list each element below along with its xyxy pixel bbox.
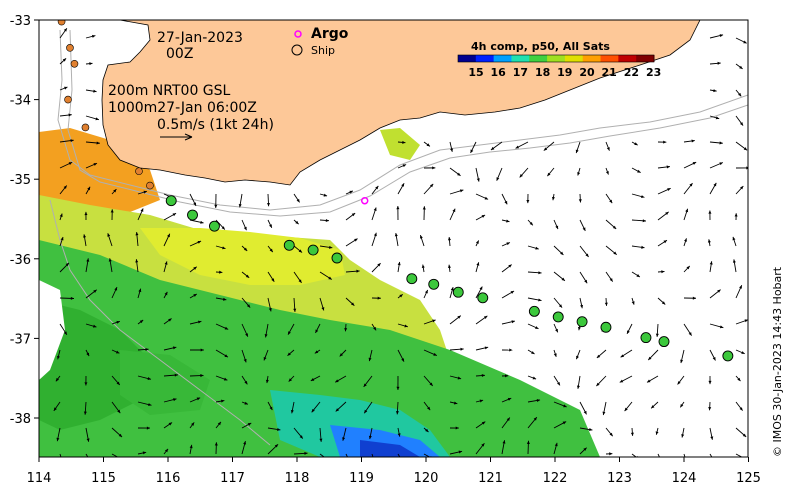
x-tick-label: 117: [220, 471, 245, 486]
colorbar-tick: 20: [579, 66, 595, 79]
ship-track: [57, 20, 734, 362]
x-tick-label: 114: [27, 471, 52, 486]
ship-marker: [528, 305, 540, 317]
ship-marker: [552, 311, 564, 323]
colorbar-segment: [475, 55, 495, 62]
colorbar-segment: [564, 55, 584, 62]
scale-arrow: [160, 133, 193, 141]
colorbar-segment: [458, 55, 477, 62]
sst-field: [39, 128, 600, 457]
coastal-ship-marker: [57, 20, 66, 26]
y-tick-label: -34: [10, 94, 31, 109]
argo-legend-label: Argo: [311, 26, 349, 42]
current-info-line2: 1000m27-Jan 06:00Z: [108, 100, 257, 116]
coastal-ship-marker: [70, 59, 79, 68]
ship-legend-label: Ship: [311, 44, 335, 57]
x-tick-label: 118: [285, 471, 310, 486]
marker-legend: Argo Ship: [291, 26, 349, 57]
x-tick-label: 119: [349, 471, 374, 486]
map-date: 27-Jan-2023: [157, 30, 243, 46]
colorbar-segment: [493, 55, 512, 62]
ship-marker: [452, 286, 464, 298]
credit-text: © IMOS 30-Jan-2023 14:43 Hobart: [771, 266, 784, 457]
bathymetry-contours: [49, 29, 748, 446]
x-tick-label: 120: [414, 471, 439, 486]
coastal-ship-marker: [81, 123, 90, 132]
ship-marker: [722, 350, 734, 362]
colorbar-segment: [511, 55, 530, 62]
colorbar-tick: 16: [491, 66, 507, 79]
x-tick-label: 122: [543, 471, 568, 486]
y-tick-label: -38: [10, 412, 31, 427]
current-vectors: [53, 27, 748, 457]
ship-marker: [406, 273, 418, 285]
x-tick-label: 115: [91, 471, 116, 486]
colorbar-segment: [618, 55, 637, 62]
ship-marker: [307, 244, 319, 256]
plot-frame: [38, 19, 749, 458]
coastal-ship-marker: [64, 95, 72, 104]
ship-marker: [187, 209, 198, 221]
ship-marker: [658, 336, 670, 348]
colorbar-tick: 23: [646, 66, 661, 79]
y-tick-label: -33: [10, 14, 31, 29]
map-time: 00Z: [166, 46, 193, 62]
colorbar-segment: [529, 55, 548, 62]
x-tick-label: 124: [672, 471, 697, 486]
colorbar-segment: [600, 55, 619, 62]
x-tick-label: 123: [607, 471, 632, 486]
ship-marker: [208, 220, 220, 232]
colorbar-title: 4h comp, p50, All Sats: [471, 40, 610, 53]
colorbar-tick: 18: [535, 66, 550, 79]
y-tick-label: -36: [10, 253, 31, 268]
ship-marker: [331, 252, 343, 264]
colorbar-tick: 21: [602, 66, 617, 79]
plot-content: [39, 20, 748, 457]
colorbar-segment: [636, 55, 655, 62]
y-tick-label: -35: [10, 173, 31, 188]
y-tick-label: -37: [10, 332, 31, 347]
colorbar-segment: [582, 55, 602, 62]
ship-marker: [477, 292, 489, 304]
colorbar-tick: 22: [624, 66, 639, 79]
ship-marker: [600, 321, 612, 333]
colorbar-tick: 17: [513, 66, 528, 79]
ship-marker: [576, 316, 588, 328]
current-info-line3: 0.5m/s (1kt 24h): [157, 117, 274, 133]
argo-legend-marker: [294, 30, 302, 38]
coastal-ship-marker: [135, 167, 143, 176]
colorbar-segment: [547, 55, 566, 62]
colorbar: 4h comp, p50, All Sats 15 16 17 18 19 20 21 22 2…: [457, 40, 661, 79]
coastal-ship-marker: [66, 44, 74, 52]
x-tick-label: 121: [478, 471, 503, 486]
ship-marker: [165, 195, 177, 207]
x-tick-label: 116: [156, 471, 181, 486]
axes: 114 115 116 117 118 119 120 121 122 123 124 125 -33 -…: [10, 14, 761, 486]
x-tick-label: 125: [736, 471, 761, 486]
ship-marker: [428, 278, 440, 290]
argo-float-marker: [360, 196, 369, 205]
ship-marker: [640, 332, 652, 344]
colorbar-tick: 19: [557, 66, 572, 79]
current-info-line1: 200m NRT00 GSL: [108, 83, 231, 99]
coastal-ship-marker: [146, 181, 154, 190]
ship-marker: [283, 239, 295, 251]
colorbar-tick: 15: [468, 66, 483, 79]
ship-legend-marker: [291, 44, 303, 56]
